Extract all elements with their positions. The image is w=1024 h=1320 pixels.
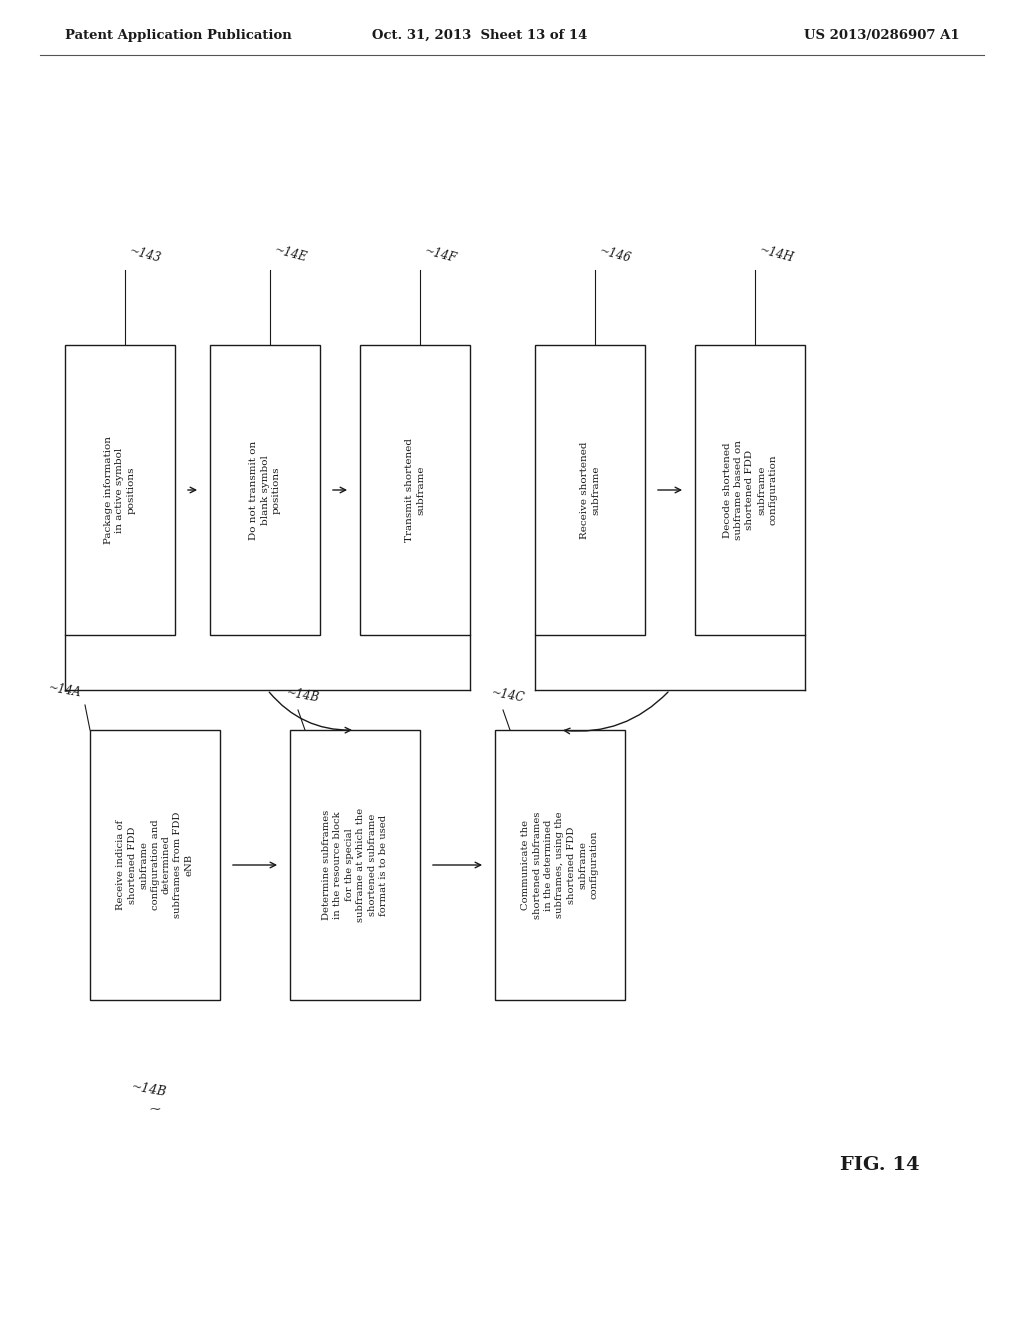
- Text: ~14E: ~14E: [273, 244, 308, 265]
- Text: Patent Application Publication: Patent Application Publication: [65, 29, 292, 41]
- Bar: [535, 345, 645, 635]
- Text: FIG. 14: FIG. 14: [840, 1156, 920, 1173]
- Text: Oct. 31, 2013  Sheet 13 of 14: Oct. 31, 2013 Sheet 13 of 14: [373, 29, 588, 41]
- Bar: [90, 730, 220, 1001]
- Text: Determine subframes
in the resource block
for the special
subframe at which the
: Determine subframes in the resource bloc…: [322, 808, 388, 923]
- Bar: [495, 730, 625, 1001]
- Bar: [695, 345, 805, 635]
- Text: ~14A: ~14A: [47, 681, 82, 700]
- Text: US 2013/0286907 A1: US 2013/0286907 A1: [805, 29, 961, 41]
- Text: ~14H: ~14H: [758, 243, 796, 265]
- Text: ~146: ~146: [598, 244, 633, 265]
- Text: Package information
in active symbol
positions: Package information in active symbol pos…: [104, 436, 136, 544]
- Text: Receive indicia of
shortened FDD
subframe
configuration and
determined
subframes: Receive indicia of shortened FDD subfram…: [116, 812, 194, 919]
- Text: ~14B: ~14B: [130, 1081, 167, 1100]
- Text: ~14F: ~14F: [423, 244, 459, 265]
- Bar: [290, 730, 420, 1001]
- Text: ~14C: ~14C: [490, 686, 525, 705]
- Text: Receive shortened
subframe: Receive shortened subframe: [580, 441, 600, 539]
- Text: Decode shortened
subframe based on
shortened FDD
subframe
configuration: Decode shortened subframe based on short…: [723, 440, 777, 540]
- Bar: [360, 345, 470, 635]
- Text: ~: ~: [148, 1104, 161, 1117]
- Text: ~143: ~143: [128, 244, 163, 265]
- Text: ~14B: ~14B: [285, 686, 321, 705]
- Bar: [210, 345, 319, 635]
- Text: Do not transmit on
blank symbol
positions: Do not transmit on blank symbol position…: [249, 441, 281, 540]
- Bar: [65, 345, 175, 635]
- Text: Communicate the
shortened subframes
in the determined
subframes, using the
short: Communicate the shortened subframes in t…: [521, 812, 599, 919]
- Text: Transmit shortened
subframe: Transmit shortened subframe: [404, 438, 425, 543]
